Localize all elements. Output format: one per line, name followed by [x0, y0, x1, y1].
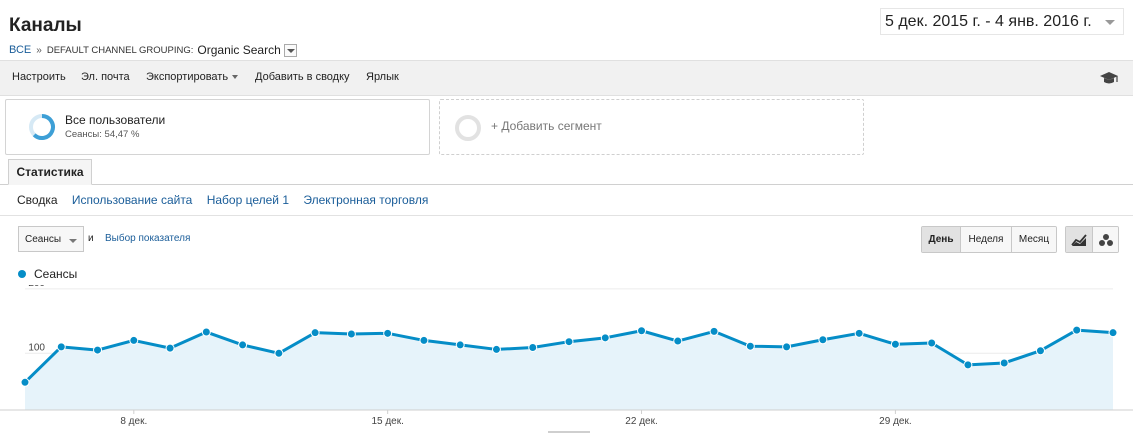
data-point: [637, 326, 647, 336]
data-point: [999, 358, 1009, 368]
data-point: [20, 377, 30, 387]
period-toggle: День Неделя Месяц: [921, 226, 1057, 253]
export-button[interactable]: Экспортировать: [146, 71, 239, 83]
graduation-cap-icon[interactable]: [1099, 70, 1119, 86]
data-point: [56, 342, 66, 352]
period-week-button[interactable]: Неделя: [960, 227, 1011, 252]
subnav-goal-set-1[interactable]: Набор целей 1: [206, 193, 289, 207]
x-tick-label: 22 дек.: [625, 416, 657, 427]
data-point: [165, 343, 175, 353]
add-segment-label: + Добавить сегмент: [491, 119, 602, 133]
empty-ring-icon: [455, 115, 481, 141]
motion-chart-view-button[interactable]: [1092, 227, 1118, 252]
line-chart-icon: [1071, 233, 1087, 246]
data-point: [673, 336, 683, 346]
metric-and-label: и: [88, 233, 94, 244]
data-point: [274, 348, 284, 358]
data-point: [528, 343, 538, 352]
legend-label: Сеансы: [34, 267, 78, 281]
segment-sessions-share: Сеансы: 54,47 %: [65, 129, 140, 140]
chart-legend: Сеансы: [18, 267, 77, 281]
data-point: [310, 328, 320, 338]
toolbar: Настроить Эл. почта Экспортировать Добав…: [0, 60, 1133, 96]
date-range-picker[interactable]: 5 дек. 2015 г. - 4 янв. 2016 г.: [880, 8, 1124, 35]
data-point: [491, 344, 501, 354]
x-tick-label: 29 дек.: [879, 416, 911, 427]
data-point: [600, 333, 610, 343]
data-point: [927, 338, 937, 348]
select-metric-link[interactable]: Выбор показателя: [105, 233, 191, 244]
segment-ring-icon: [29, 114, 55, 140]
tab-statistics[interactable]: Статистика: [8, 159, 92, 185]
y-tick-label: 200: [28, 285, 45, 289]
chart-view-toggle: [1065, 226, 1119, 253]
date-range-text: 5 дек. 2015 г. - 4 янв. 2016 г.: [885, 12, 1092, 30]
data-point: [890, 339, 900, 349]
data-point: [709, 326, 719, 336]
breadcrumb-separator: »: [36, 44, 42, 56]
chevron-down-icon: [1105, 20, 1115, 25]
page-title: Каналы: [9, 15, 82, 36]
email-button[interactable]: Эл. почта: [81, 71, 130, 83]
data-point: [854, 328, 864, 338]
breadcrumb: ВСЕ » DEFAULT CHANNEL GROUPING: Organic …: [9, 43, 297, 57]
bubbles-icon: [1098, 233, 1113, 246]
subnav-summary[interactable]: Сводка: [17, 193, 58, 207]
line-chart-view-button[interactable]: [1066, 227, 1092, 252]
data-point: [745, 341, 755, 351]
x-tick-label: 8 дек.: [120, 416, 147, 427]
data-point: [1035, 346, 1045, 356]
data-point: [383, 328, 393, 338]
data-point: [1072, 325, 1082, 335]
segment-all-users[interactable]: Все пользователи Сеансы: 54,47 %: [5, 99, 430, 155]
subnav-ecommerce[interactable]: Электронная торговля: [303, 193, 429, 207]
metric-select-value: Сеансы: [25, 234, 62, 245]
customize-button[interactable]: Настроить: [12, 71, 66, 83]
sessions-chart: 200 100 8 дек. 15 дек. 22 дек. 29 дек.: [0, 285, 1133, 433]
breadcrumb-value: Organic Search: [197, 43, 281, 57]
y-tick-label: 100: [28, 342, 45, 353]
add-segment-button[interactable]: + Добавить сегмент: [439, 99, 864, 155]
subnav-site-usage[interactable]: Использование сайта: [71, 193, 193, 207]
data-point: [346, 329, 356, 339]
period-month-button[interactable]: Месяц: [1011, 227, 1056, 252]
shortcut-button[interactable]: Ярлык: [366, 71, 399, 83]
data-point: [455, 340, 465, 350]
segment-name: Все пользователи: [65, 113, 166, 127]
subnav: Сводка Использование сайта Набор целей 1…: [17, 193, 439, 207]
data-point: [782, 342, 792, 352]
add-to-dashboard-button[interactable]: Добавить в сводку: [255, 71, 350, 83]
legend-dot-icon: [18, 270, 26, 278]
chevron-down-icon: [69, 239, 77, 243]
data-point: [1108, 328, 1118, 338]
data-point: [818, 335, 828, 345]
subnav-divider: [0, 215, 1133, 216]
breadcrumb-dropdown-button[interactable]: [283, 43, 297, 57]
data-point: [201, 327, 211, 337]
data-point: [963, 360, 973, 370]
data-point: [93, 345, 103, 355]
data-point: [419, 335, 429, 345]
tab-divider: [0, 184, 1133, 185]
period-day-button[interactable]: День: [922, 227, 960, 252]
caret-down-icon: [232, 75, 239, 80]
x-tick-label: 15 дек.: [371, 416, 403, 427]
breadcrumb-all-link[interactable]: ВСЕ: [9, 44, 32, 56]
series-area: [25, 330, 1113, 410]
metric-select[interactable]: Сеансы: [18, 226, 84, 252]
breadcrumb-group-label: DEFAULT CHANNEL GROUPING:: [46, 44, 194, 56]
data-point: [564, 337, 574, 347]
data-point: [129, 335, 139, 345]
data-point: [238, 340, 248, 350]
